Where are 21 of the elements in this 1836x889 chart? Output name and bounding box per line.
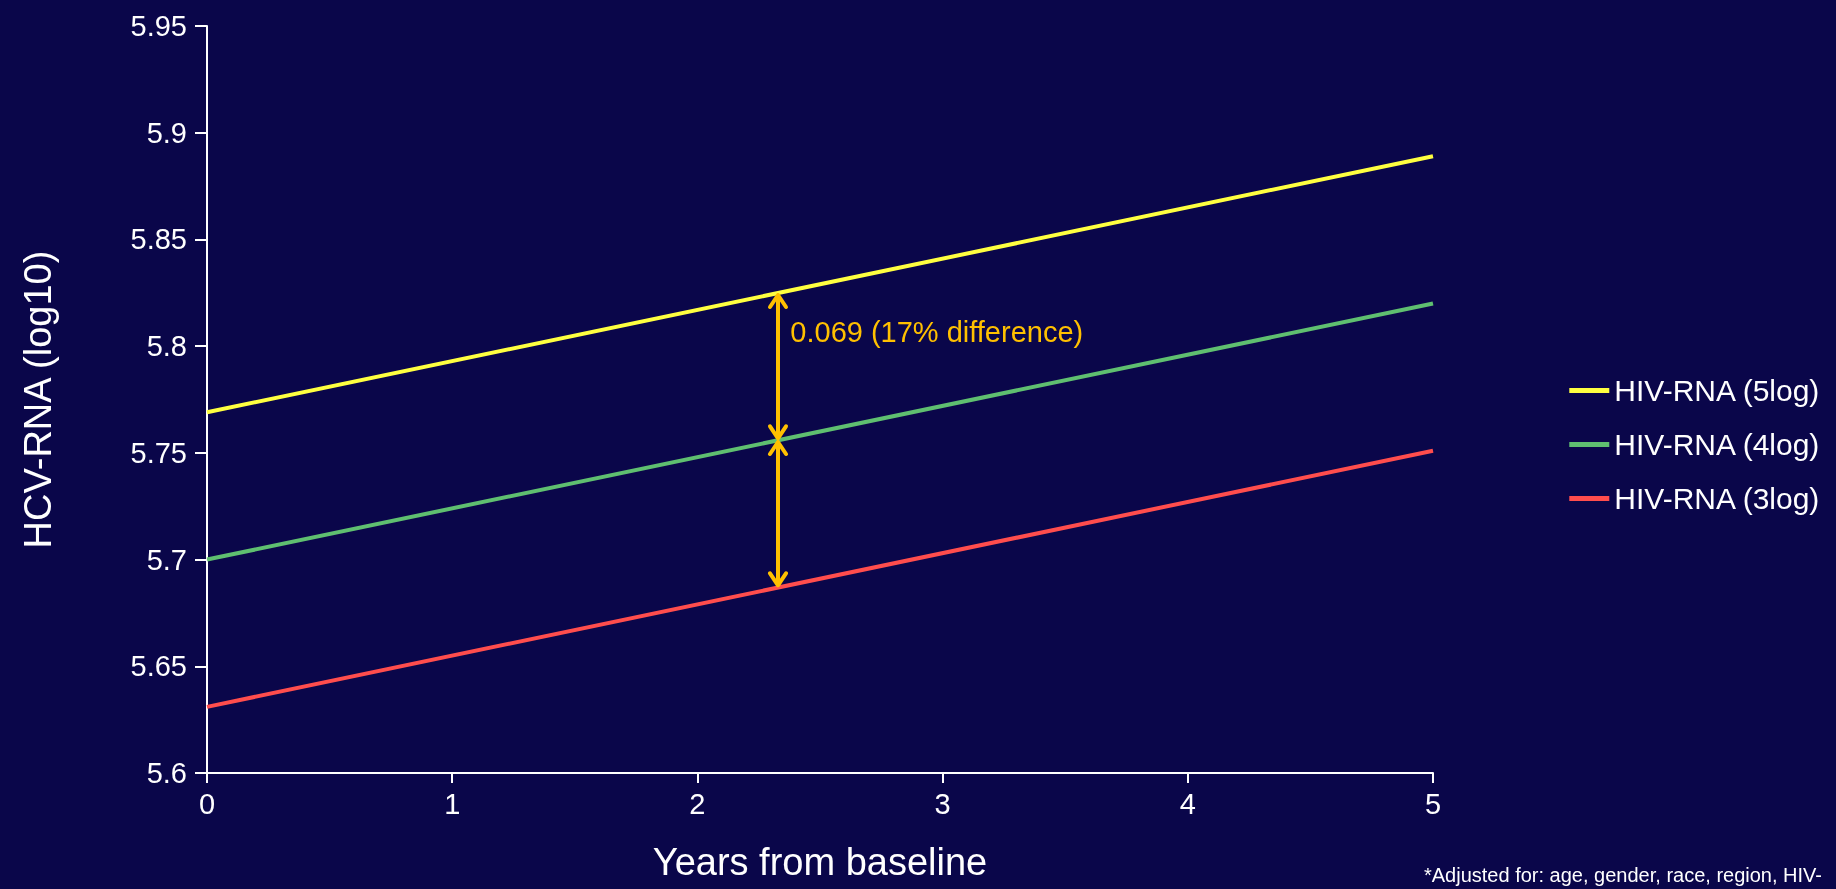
- legend-label: HIV-RNA (5log): [1614, 374, 1820, 407]
- x-tick-label: 2: [689, 787, 706, 820]
- y-axis-title: HCV-RNA (log10): [17, 250, 59, 549]
- x-tick-label: 4: [1179, 787, 1196, 820]
- x-axis-title: Years from baseline: [652, 841, 988, 883]
- x-tick-label: 0: [198, 787, 216, 820]
- y-tick-label: 5.75: [130, 436, 187, 469]
- y-tick-label: 5.9: [146, 116, 187, 149]
- x-tick-label: 1: [444, 787, 461, 820]
- y-tick-label: 5.95: [130, 10, 187, 42]
- y-tick-label: 5.7: [146, 543, 187, 576]
- y-tick-label: 5.6: [146, 757, 187, 789]
- legend-label: HIV-RNA (4log): [1614, 428, 1820, 461]
- y-tick-label: 5.8: [146, 330, 187, 363]
- x-tick-label: 5: [1424, 787, 1442, 820]
- x-tick-label: 3: [934, 787, 951, 820]
- legend-label: HIV-RNA (3log): [1614, 482, 1820, 515]
- y-tick-label: 5.65: [130, 650, 187, 683]
- text: *Adjusted for: age, gender, race, region, HIV-: [1423, 864, 1823, 886]
- annotation: 0.069 (17% difference): [790, 316, 1084, 349]
- y-tick-label: 5.85: [130, 223, 187, 256]
